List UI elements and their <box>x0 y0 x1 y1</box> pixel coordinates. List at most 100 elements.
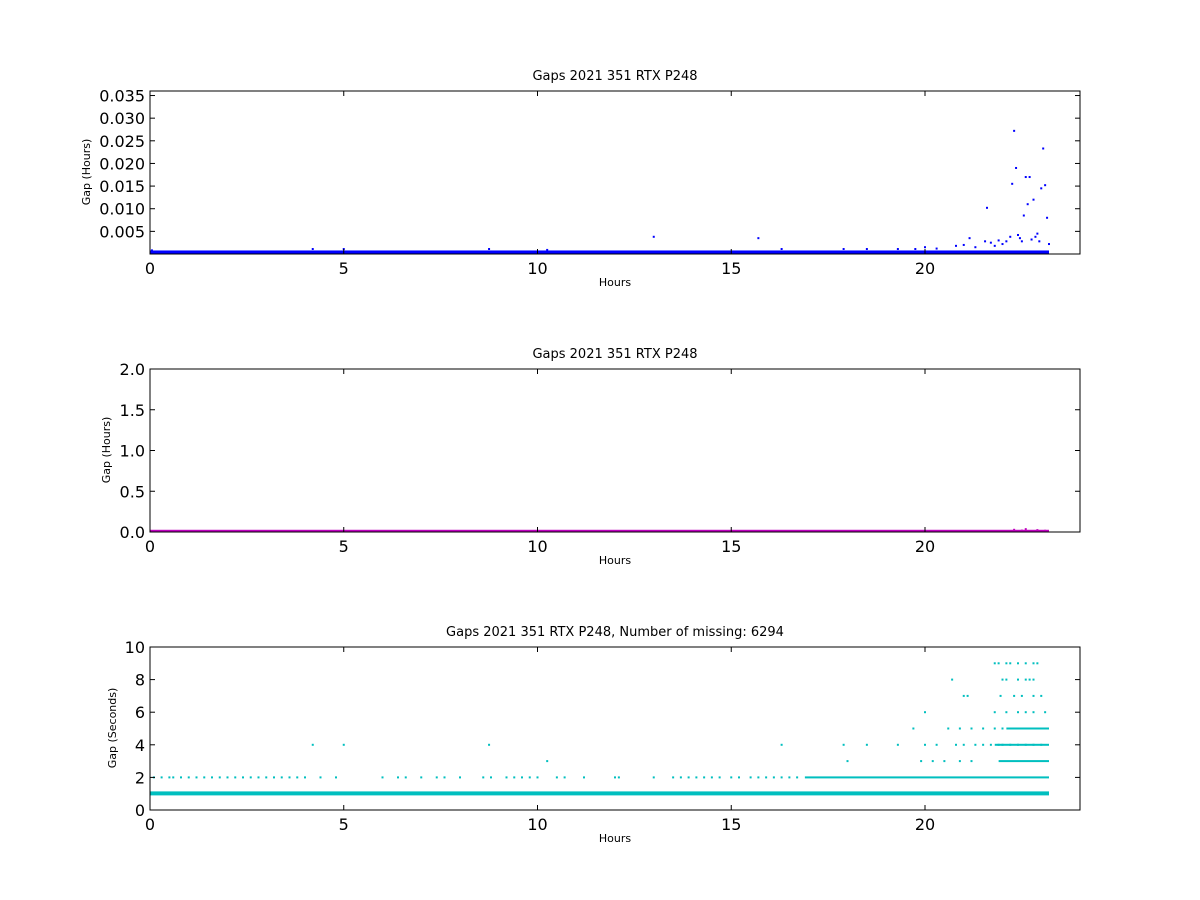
data-point <box>974 743 977 746</box>
data-point <box>1024 678 1027 681</box>
data-point <box>993 727 996 730</box>
data-point <box>730 776 733 779</box>
data-point <box>970 727 973 730</box>
data-point <box>536 776 539 779</box>
data-point <box>488 248 491 251</box>
y-tick-label: 0.010 <box>99 200 145 219</box>
data-point <box>1001 727 1004 730</box>
data-point <box>1017 662 1019 665</box>
data-point <box>989 241 992 244</box>
data-point <box>528 776 531 779</box>
data-point <box>989 743 992 746</box>
data-point <box>435 776 438 779</box>
data-point <box>1032 694 1035 697</box>
data-point <box>914 248 917 251</box>
data-point <box>1044 184 1047 187</box>
axes-frame <box>149 90 1081 255</box>
y-tick-label: 6 <box>135 703 145 722</box>
y-tick-label: 0.0 <box>120 523 145 542</box>
y-tick-label: 0.015 <box>99 177 145 196</box>
dense-point-run <box>1006 727 1049 730</box>
data-point <box>757 237 760 240</box>
panel-title: Gaps 2021 351 RTX P248 <box>532 69 697 84</box>
data-point <box>168 776 171 779</box>
data-point <box>1017 711 1019 714</box>
data-point <box>1044 711 1047 714</box>
data-point <box>955 743 957 746</box>
data-point <box>865 248 868 251</box>
data-point <box>1032 678 1035 681</box>
x-tick-label: 15 <box>721 537 741 556</box>
data-point <box>935 743 938 746</box>
data-point <box>738 776 740 779</box>
data-point <box>780 776 783 779</box>
data-point <box>1044 727 1047 730</box>
data-point <box>242 776 244 779</box>
data-point <box>924 246 926 249</box>
y-tick-label: 0.020 <box>99 154 145 173</box>
x-tick-label: 0 <box>145 815 155 834</box>
y-tick-label: 2 <box>135 768 145 787</box>
data-point <box>955 244 957 247</box>
data-point <box>865 743 868 746</box>
data-point <box>311 743 314 746</box>
data-point <box>1020 529 1023 532</box>
data-point <box>1020 727 1023 730</box>
data-point <box>1013 694 1016 697</box>
data-point <box>974 246 977 249</box>
data-point <box>1005 711 1008 714</box>
data-point <box>546 760 549 763</box>
data-point <box>381 776 384 779</box>
x-tick-label: 20 <box>915 259 935 278</box>
data-point <box>679 776 682 779</box>
data-point <box>505 776 508 779</box>
data-point <box>1024 711 1027 714</box>
data-point <box>218 776 221 779</box>
data-point <box>652 776 655 779</box>
data-point <box>703 776 706 779</box>
data-point <box>614 776 616 779</box>
data-point <box>404 776 407 779</box>
x-tick-label: 5 <box>339 815 349 834</box>
data-point <box>1028 176 1031 179</box>
data-point <box>521 776 523 779</box>
data-point <box>920 760 923 763</box>
axes-frame <box>149 368 1081 533</box>
data-point <box>1036 232 1039 235</box>
x-tick-label: 20 <box>915 815 935 834</box>
data-point <box>672 776 675 779</box>
data-point <box>459 776 461 779</box>
data-point <box>195 776 198 779</box>
plot-area <box>150 129 1050 254</box>
data-point <box>1005 240 1008 243</box>
y-tick-label: 1.0 <box>120 442 145 461</box>
data-point <box>150 249 153 252</box>
data-point <box>1020 240 1023 243</box>
data-point <box>1040 743 1043 746</box>
data-point <box>172 776 175 779</box>
data-point <box>997 239 1000 242</box>
data-point <box>1034 235 1037 238</box>
panel-gap-hours-zoom: Gaps 2021 351 RTX P248 Hours Gap (Hours)… <box>80 69 1081 289</box>
data-point <box>1040 187 1043 190</box>
data-point <box>687 776 690 779</box>
data-point <box>896 248 899 251</box>
data-point <box>1028 678 1031 681</box>
data-point <box>1042 147 1045 150</box>
data-point <box>311 248 314 251</box>
dense-point-run <box>804 776 1049 779</box>
data-point <box>1040 694 1043 697</box>
data-point <box>1020 694 1023 697</box>
data-point <box>1032 198 1035 201</box>
data-point <box>1036 662 1039 665</box>
data-point <box>397 776 399 779</box>
data-point <box>846 760 849 763</box>
y-tick-label: 2.0 <box>120 360 145 379</box>
x-tick-label: 5 <box>339 259 349 278</box>
data-point <box>765 776 768 779</box>
data-point <box>924 711 926 714</box>
data-point <box>1044 529 1047 532</box>
baseline-band <box>150 791 1049 796</box>
data-point <box>482 776 485 779</box>
data-point <box>1024 662 1027 665</box>
